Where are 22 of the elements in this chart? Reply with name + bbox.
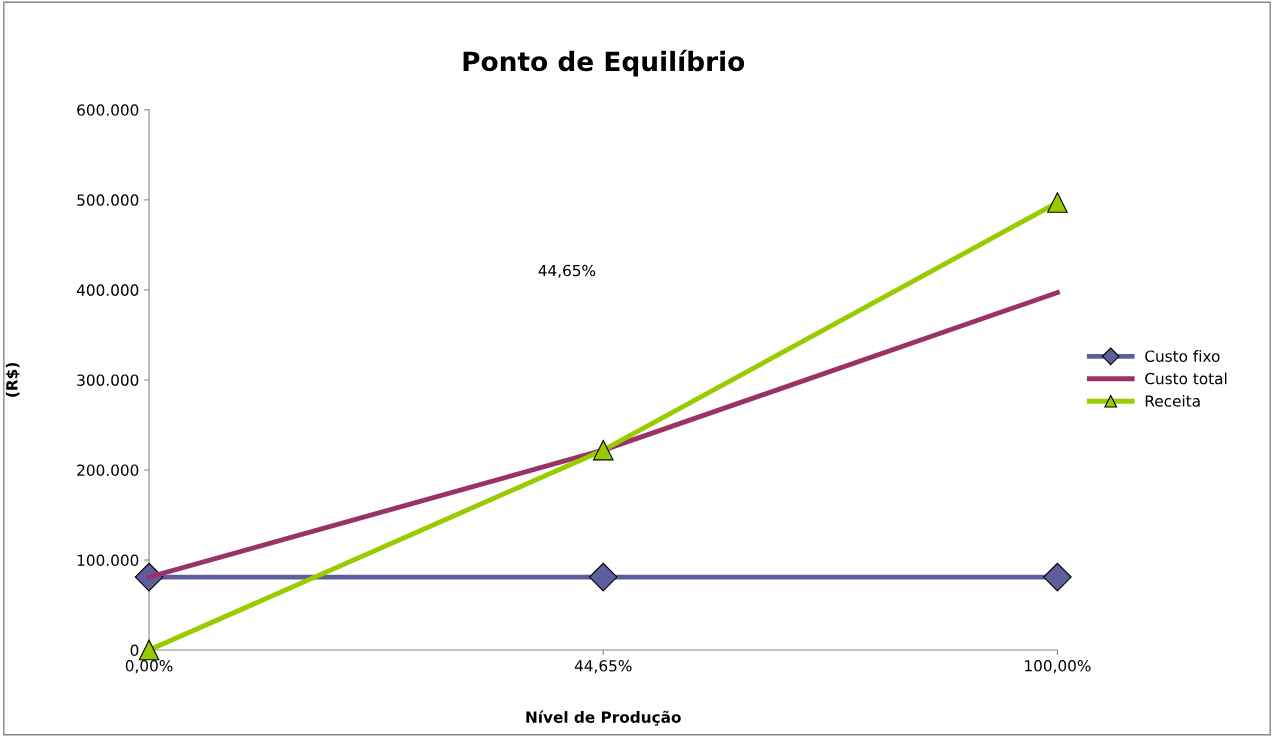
y-tick-label: 100.000 bbox=[77, 554, 139, 567]
y-tick-label: 200.000 bbox=[77, 464, 139, 476]
x-tick-label: 44,65% bbox=[574, 660, 632, 674]
x-tick-label: 0,00% bbox=[125, 660, 173, 674]
legend-label: Custo fixo bbox=[1145, 350, 1220, 362]
y-axis-title: (R$) bbox=[5, 363, 20, 397]
legend-label: Receita bbox=[1145, 394, 1200, 407]
chart-title: Ponto de Equilíbrio bbox=[463, 49, 745, 77]
annotation: 44,65% bbox=[538, 264, 596, 278]
x-tick-label: 100,00% bbox=[1025, 660, 1091, 674]
y-tick-label: 300.000 bbox=[77, 374, 139, 386]
y-tick-label: 400.000 bbox=[76, 284, 139, 296]
point bbox=[138, 639, 160, 661]
point bbox=[1043, 562, 1072, 592]
y-tick-label: 500.000 bbox=[77, 194, 139, 206]
legend-label: Custo total bbox=[1145, 372, 1227, 385]
y-tick-label: 0 bbox=[130, 644, 139, 657]
point bbox=[588, 562, 618, 592]
x-axis-title: Nível de Produção bbox=[526, 710, 681, 726]
y-tick-label: 600.000 bbox=[77, 104, 139, 116]
point bbox=[1047, 192, 1068, 213]
point bbox=[592, 439, 614, 461]
